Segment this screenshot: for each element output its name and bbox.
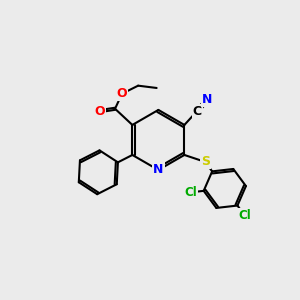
Text: O: O (117, 87, 127, 100)
Text: Cl: Cl (185, 186, 197, 199)
Text: N: N (202, 93, 213, 106)
Text: Cl: Cl (238, 209, 251, 222)
Text: C: C (193, 105, 202, 118)
Text: S: S (201, 155, 210, 168)
Text: O: O (95, 105, 105, 118)
Text: N: N (153, 164, 164, 176)
